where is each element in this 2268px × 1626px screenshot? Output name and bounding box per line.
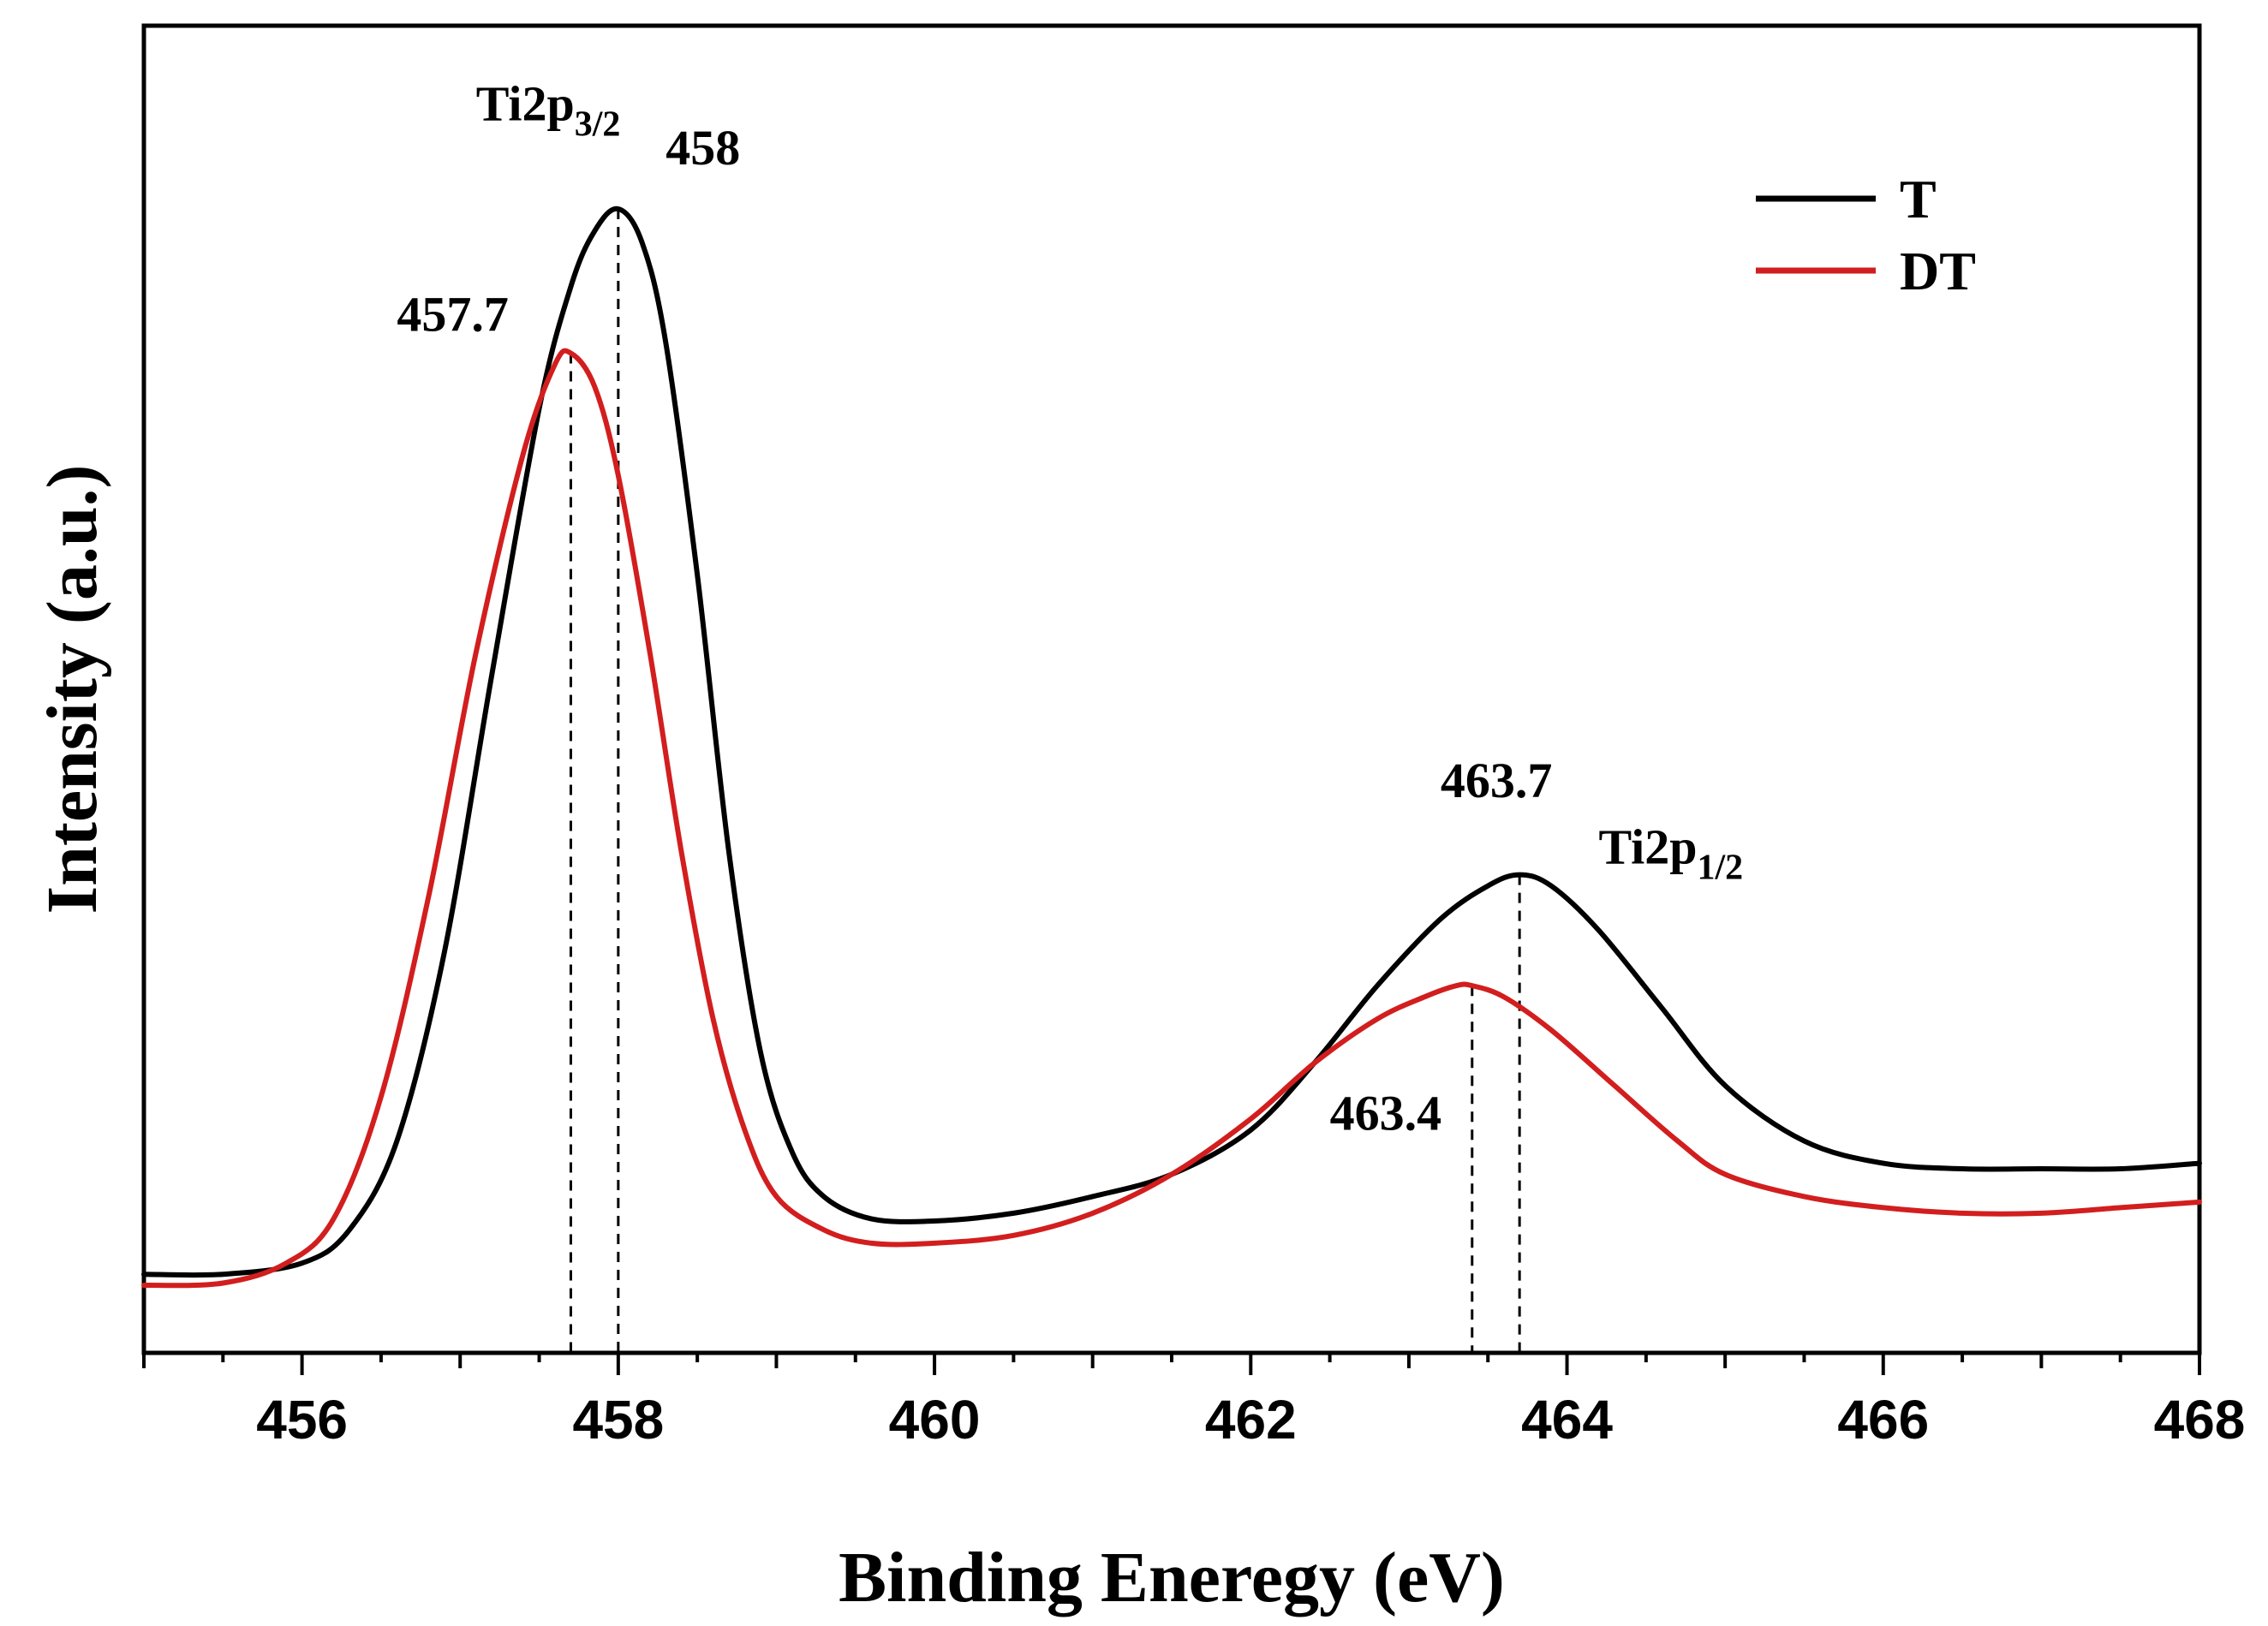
legend-label-T: T xyxy=(1900,169,1937,229)
annotation-lbl458: 458 xyxy=(665,120,740,176)
x-axis-title: Binding Eneregy (eV) xyxy=(839,1538,1505,1617)
x-tick-label: 466 xyxy=(1837,1389,1929,1450)
annotation-lbl4634: 463.4 xyxy=(1330,1086,1442,1141)
x-tick-label: 468 xyxy=(2154,1389,2246,1450)
annotation-lbl4637: 463.7 xyxy=(1441,753,1553,808)
annotation-lbl4577: 457.7 xyxy=(397,287,509,342)
x-axis: 456 458 460 462 464 466 468 xyxy=(142,1353,2246,1450)
series-line-T xyxy=(141,205,2202,1278)
x-tick-label: 462 xyxy=(1205,1389,1297,1450)
annotation-ti2p32: Ti2p3/2 xyxy=(476,75,621,144)
x-tick-label: 460 xyxy=(889,1389,981,1450)
x-tick-label: 458 xyxy=(572,1389,664,1450)
series-lines xyxy=(141,205,2202,1289)
dashed-markers xyxy=(569,209,1521,1353)
x-tick-label: 464 xyxy=(1521,1389,1613,1450)
legend: T DT xyxy=(1756,169,1976,301)
annotations: Ti2p3/2 458 457.7 463.7 Ti2p1/2 463.4 xyxy=(397,75,1743,1141)
plot-frame xyxy=(141,23,2202,1355)
x-tick-label: 456 xyxy=(256,1389,348,1450)
legend-label-DT: DT xyxy=(1900,241,1976,301)
series-line-DT xyxy=(141,348,2202,1289)
annotation-ti2p12: Ti2p1/2 xyxy=(1598,819,1743,888)
y-axis-title: Intensity (a.u.) xyxy=(33,464,112,914)
